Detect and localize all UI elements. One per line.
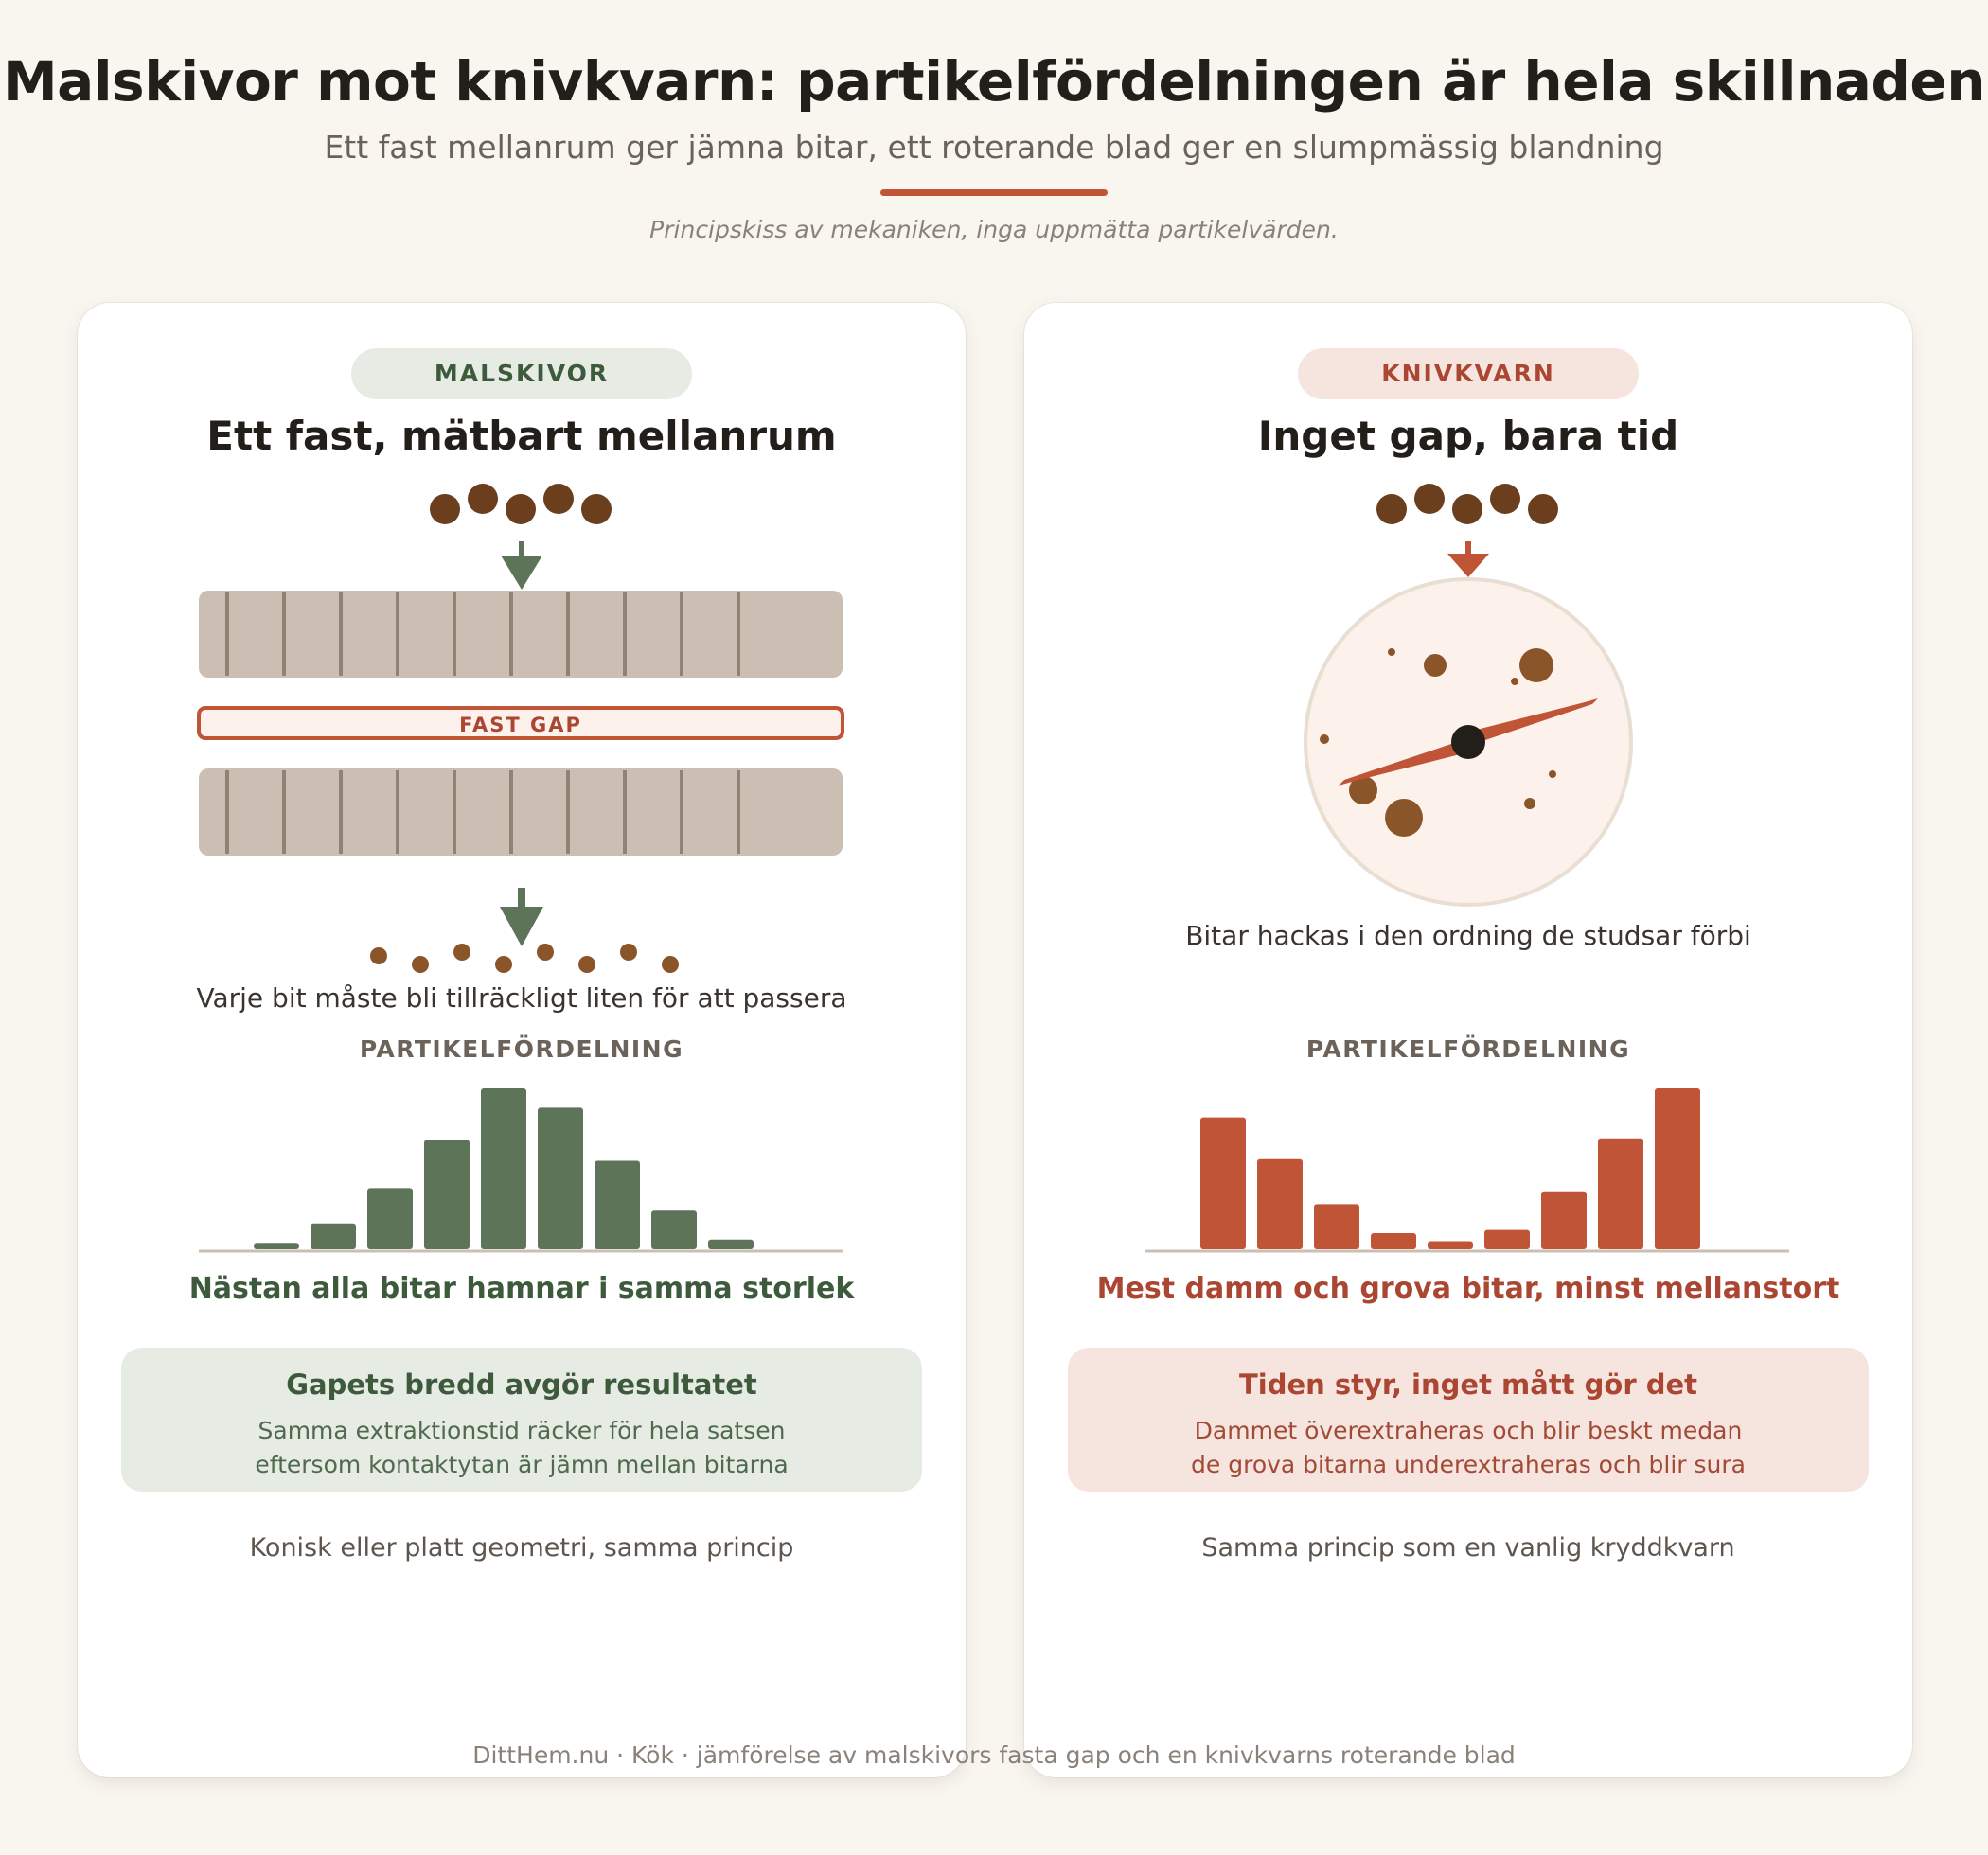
blade-box-body: Dammet överextraheras och blir beskt med… xyxy=(1068,1414,1869,1482)
burr-box-body: Samma extraktionstid räcker för hela sat… xyxy=(121,1414,922,1482)
burr-box-line: eftersom kontaktytan är jämn mellan bita… xyxy=(255,1451,789,1478)
rotating-blade-icon xyxy=(1339,698,1598,786)
blade-mechanism-diagram xyxy=(1145,484,1789,1253)
blade-footnote: Samma princip som en vanlig kryddkvarn xyxy=(1201,1533,1735,1563)
blade-caption: Bitar hackas i den ordning de studsar fö… xyxy=(1185,920,1751,951)
blade-verdict: Mest damm och grova bitar, minst mellans… xyxy=(1096,1272,1840,1305)
distribution-bar xyxy=(1598,1138,1643,1249)
upper-burr-plate xyxy=(199,591,843,678)
disclaimer-note: Principskiss av mekaniken, inga uppmätta… xyxy=(649,216,1339,243)
coffee-beans-icon xyxy=(1376,484,1558,524)
blade-box-line: de grova bitarna underextraheras och bli… xyxy=(1191,1451,1746,1478)
uniform-particles-icon xyxy=(370,944,679,973)
blade-badge: KNIVKVARN xyxy=(1298,348,1639,399)
burr-box-line: Samma extraktionstid räcker för hela sat… xyxy=(257,1417,786,1444)
arrow-down-icon xyxy=(500,888,543,946)
burr-box-title: Gapets bredd avgör resultatet xyxy=(286,1369,757,1401)
burr-caption: Varje bit måste bli tillräckligt liten f… xyxy=(196,982,847,1014)
arrow-down-icon xyxy=(1447,541,1489,577)
distribution-bar xyxy=(254,1243,299,1249)
lower-burr-plate xyxy=(199,768,843,856)
page-subtitle: Ett fast mellanrum ger jämna bitar, ett … xyxy=(324,129,1664,166)
blade-heading: Inget gap, bara tid xyxy=(1257,413,1679,459)
footer-credit: DittHem.nu · Kök · jämförelse av malskiv… xyxy=(472,1741,1516,1769)
distribution-bar xyxy=(424,1140,470,1249)
distribution-bar xyxy=(651,1210,697,1249)
burr-distribution-chart xyxy=(254,1088,754,1249)
random-particles-icon xyxy=(1320,648,1556,837)
arrow-down-icon xyxy=(501,541,542,590)
distribution-bar xyxy=(481,1088,526,1249)
distribution-bar xyxy=(595,1160,640,1249)
blade-grinder-card: KNIVKVARN Inget gap, bara tid xyxy=(1024,303,1912,1777)
burr-distribution-label: PARTIKELFÖRDELNING xyxy=(359,1035,684,1063)
blade-distribution-chart xyxy=(1200,1088,1700,1249)
distribution-bar xyxy=(367,1188,413,1249)
coffee-beans-icon xyxy=(430,484,612,524)
distribution-bar xyxy=(708,1239,754,1249)
distribution-bar xyxy=(1200,1117,1246,1249)
burr-mechanism-diagram: FAST GAP xyxy=(197,484,844,1253)
burr-grinder-card: MALSKIVOR Ett fast, mätbart mellanrum xyxy=(78,303,966,1777)
distribution-bar xyxy=(1655,1088,1700,1249)
distribution-bar xyxy=(1541,1191,1587,1249)
blade-info-box: Tiden styr, inget mått gör det Dammet öv… xyxy=(1068,1348,1869,1492)
burr-heading: Ett fast, mätbart mellanrum xyxy=(206,413,837,459)
distribution-bar xyxy=(1371,1233,1416,1249)
fixed-gap-indicator: FAST GAP xyxy=(197,706,844,740)
distribution-bar xyxy=(1428,1241,1473,1249)
burr-footnote: Konisk eller platt geometri, samma princ… xyxy=(249,1533,794,1563)
distribution-bar xyxy=(538,1107,583,1249)
grinding-chamber xyxy=(1304,577,1633,907)
distribution-bar xyxy=(1314,1204,1359,1249)
burr-info-box: Gapets bredd avgör resultatet Samma extr… xyxy=(121,1348,922,1492)
blade-box-title: Tiden styr, inget mått gör det xyxy=(1238,1369,1698,1401)
accent-divider xyxy=(880,189,1108,196)
page-title: Malskivor mot knivkvarn: partikelfördeln… xyxy=(2,49,1986,114)
distribution-bar xyxy=(1257,1158,1303,1249)
distribution-bar xyxy=(311,1223,356,1249)
distribution-bar xyxy=(1484,1229,1530,1249)
blade-box-line: Dammet överextraheras och blir beskt med… xyxy=(1194,1417,1743,1444)
blade-distribution-label: PARTIKELFÖRDELNING xyxy=(1305,1035,1631,1063)
gap-label: FAST GAP xyxy=(459,714,582,736)
burr-verdict: Nästan alla bitar hamnar i samma storlek xyxy=(188,1272,855,1305)
burr-badge: MALSKIVOR xyxy=(351,348,692,399)
